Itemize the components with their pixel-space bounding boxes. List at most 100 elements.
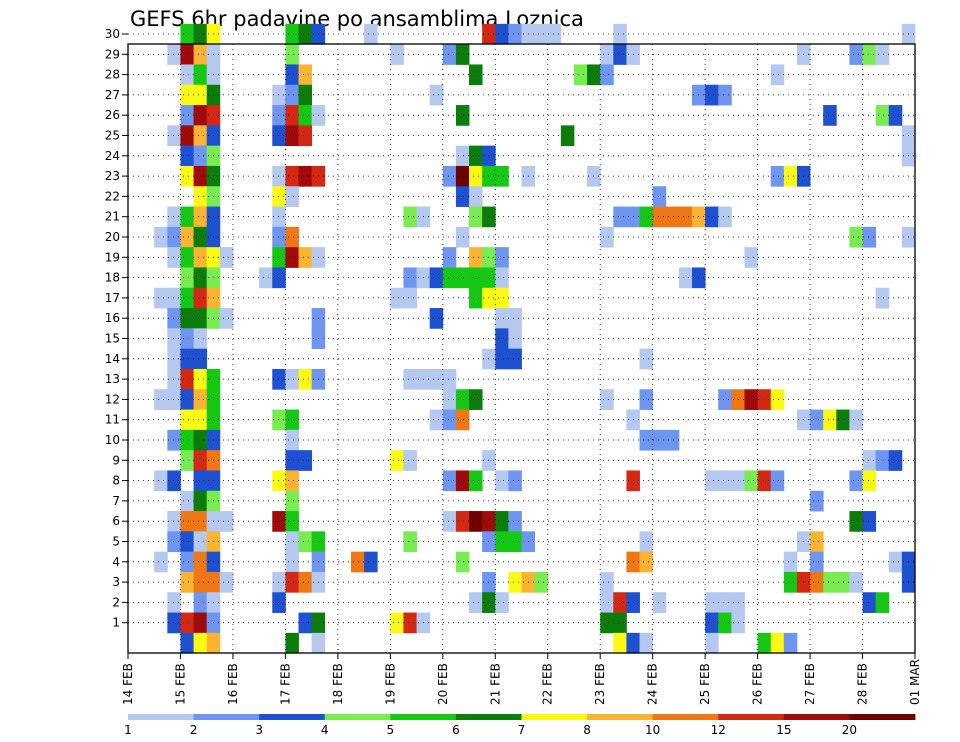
cell-member-11-step-11 xyxy=(272,409,286,431)
cell-member-29-step-3 xyxy=(167,44,181,65)
cell-member-4-step-5 xyxy=(193,551,208,573)
cell-member-4-step-2 xyxy=(154,551,168,573)
cell-member-24-step-25 xyxy=(455,145,470,167)
cell-member-2-step-3 xyxy=(167,592,181,613)
legend-swatch xyxy=(587,714,654,720)
cell-member-25-step-5 xyxy=(193,125,208,147)
cell-member-20-step-25 xyxy=(455,226,470,248)
x-tick-label: 20 FEB xyxy=(436,663,450,705)
cell-member-12-step-26 xyxy=(469,389,483,410)
cell-member-1-step-4 xyxy=(180,612,194,634)
y-tick-label: 18 xyxy=(105,271,120,285)
cell-member-30-step-13 xyxy=(298,23,313,45)
cell-member-21-step-5 xyxy=(193,206,208,228)
cell-member-2-step-57 xyxy=(875,592,890,613)
cell-member-6-step-24 xyxy=(442,511,457,532)
legend-label: 3 xyxy=(255,723,263,737)
cell-member-9-step-12 xyxy=(285,450,299,471)
y-tick-label: 21 xyxy=(105,210,120,224)
cell-member-11-step-53 xyxy=(823,409,837,431)
cell-member-19-step-11 xyxy=(272,247,286,268)
cell-member-16-step-28 xyxy=(495,308,509,329)
cell-member-0-step-6 xyxy=(206,632,221,654)
cell-member-13-step-11 xyxy=(272,368,286,390)
cell-member-1-step-21 xyxy=(403,612,417,634)
cell-member-11-step-4 xyxy=(180,409,194,431)
cell-member-13-step-3 xyxy=(167,368,181,390)
cell-member-4-step-25 xyxy=(455,551,470,573)
cell-member-5-step-21 xyxy=(403,531,417,553)
cell-member-8-step-55 xyxy=(849,470,863,492)
cell-member-3-step-11 xyxy=(272,571,286,593)
cell-member-12-step-49 xyxy=(770,389,785,410)
cell-member-16-step-7 xyxy=(219,308,234,329)
cell-member-8-step-11 xyxy=(272,470,286,492)
legend-label: 4 xyxy=(321,723,329,737)
cell-member-9-step-5 xyxy=(193,450,208,471)
cell-member-29-step-5 xyxy=(193,44,208,65)
cell-member-6-step-12 xyxy=(285,511,299,532)
x-tick-label: 19 FEB xyxy=(383,663,397,705)
cell-member-10-step-12 xyxy=(285,429,299,451)
y-tick-label: 20 xyxy=(105,230,120,244)
plot-frame xyxy=(127,43,916,654)
y-tick-label: 11 xyxy=(105,413,120,427)
cell-member-29-step-57 xyxy=(875,44,890,65)
cell-member-20-step-12 xyxy=(285,226,299,248)
cell-member-23-step-28 xyxy=(495,165,509,187)
cell-member-10-step-4 xyxy=(180,429,194,451)
legend-label: 12 xyxy=(711,723,726,737)
legend-swatch xyxy=(718,714,785,720)
cell-member-5-step-29 xyxy=(508,531,522,553)
cell-member-22-step-25 xyxy=(455,186,470,207)
cell-member-6-step-7 xyxy=(219,511,234,532)
cell-member-9-step-13 xyxy=(298,450,313,471)
cell-member-7-step-4 xyxy=(180,490,194,512)
cell-member-18-step-42 xyxy=(678,267,693,289)
cell-member-30-step-29 xyxy=(508,23,522,45)
cell-member-8-step-28 xyxy=(495,470,509,492)
cell-member-15-step-4 xyxy=(180,328,194,350)
cell-member-9-step-57 xyxy=(875,450,890,471)
cell-member-30-step-12 xyxy=(285,23,299,45)
cell-member-28-step-36 xyxy=(600,64,614,86)
cell-member-15-step-5 xyxy=(193,328,208,350)
x-tick-label: 01 MAR xyxy=(908,659,922,705)
cell-member-19-step-7 xyxy=(219,247,234,268)
cell-member-17-step-5 xyxy=(193,287,208,309)
cell-member-3-step-29 xyxy=(508,571,522,593)
y-tick-label: 12 xyxy=(105,392,120,406)
cell-member-8-step-49 xyxy=(770,470,785,492)
cell-member-18-step-25 xyxy=(455,267,470,289)
cell-member-30-step-28 xyxy=(495,23,509,45)
cell-member-12-step-3 xyxy=(167,389,181,410)
cell-member-5-step-28 xyxy=(495,531,509,553)
cell-member-22-step-40 xyxy=(652,186,667,207)
cell-member-9-step-58 xyxy=(888,450,903,471)
cell-member-6-step-11 xyxy=(272,511,286,532)
cell-member-13-step-12 xyxy=(285,368,299,390)
cell-member-6-step-4 xyxy=(180,511,194,532)
cell-member-17-step-28 xyxy=(495,287,509,309)
cell-member-11-step-52 xyxy=(810,409,824,431)
cell-member-29-step-12 xyxy=(285,44,299,65)
cell-member-24-step-4 xyxy=(180,145,194,167)
cell-member-13-step-23 xyxy=(429,368,444,390)
cell-member-25-step-33 xyxy=(560,125,575,147)
legend-label: 1 xyxy=(124,723,132,737)
cell-member-19-step-5 xyxy=(193,247,208,268)
cell-member-10-step-5 xyxy=(193,429,208,451)
cell-member-18-step-28 xyxy=(495,267,509,289)
cell-member-23-step-13 xyxy=(298,165,313,187)
y-tick-label: 27 xyxy=(105,88,120,102)
cell-member-8-step-5 xyxy=(193,470,208,492)
cell-member-24-step-26 xyxy=(469,145,483,167)
y-tick-label: 6 xyxy=(112,514,120,528)
cell-member-4-step-39 xyxy=(639,551,654,573)
cell-member-0-step-5 xyxy=(193,632,208,654)
cell-member-19-step-28 xyxy=(495,247,509,268)
cell-member-12-step-4 xyxy=(180,389,194,410)
cell-member-1-step-44 xyxy=(705,612,719,634)
cell-member-4-step-4 xyxy=(180,551,194,573)
